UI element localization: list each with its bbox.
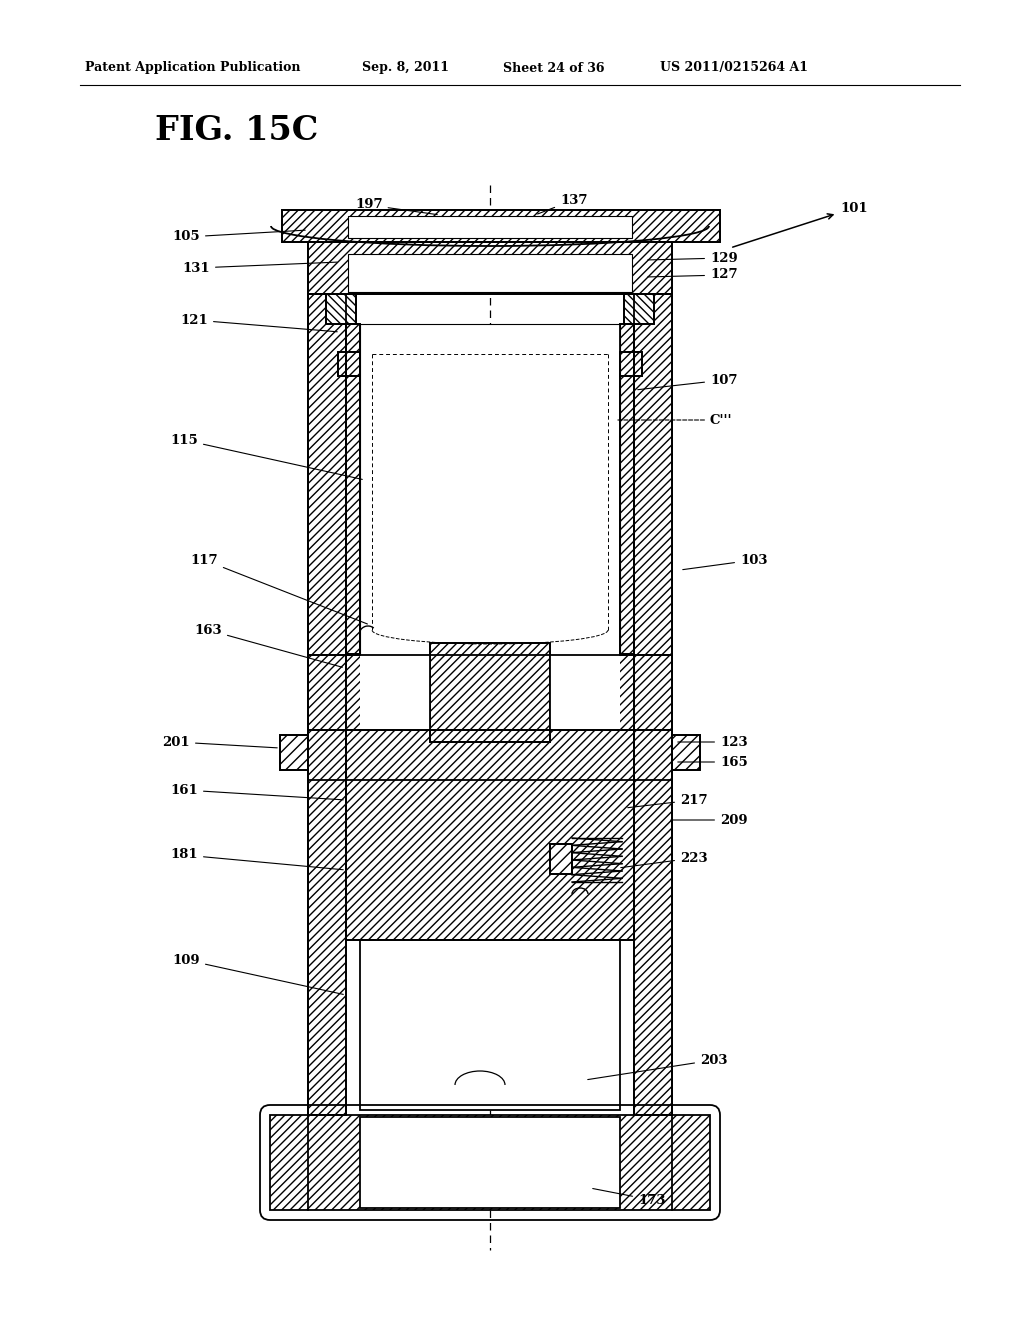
Text: 203: 203: [588, 1053, 727, 1080]
Text: 223: 223: [621, 851, 708, 867]
Text: 209: 209: [671, 813, 748, 826]
Text: 123: 123: [678, 735, 748, 748]
Text: 217: 217: [628, 793, 708, 808]
Bar: [634, 294, 672, 1115]
Bar: [308, 294, 346, 1115]
Bar: [634, 294, 672, 1115]
Bar: [672, 735, 700, 770]
Bar: [308, 655, 672, 730]
Bar: [346, 730, 634, 940]
Text: 197: 197: [355, 198, 437, 215]
Bar: [624, 294, 654, 323]
Bar: [550, 843, 572, 874]
Text: US 2011/0215264 A1: US 2011/0215264 A1: [660, 62, 808, 74]
Bar: [672, 735, 700, 770]
Bar: [326, 294, 356, 323]
Bar: [624, 294, 654, 323]
Bar: [280, 735, 308, 770]
Text: 137: 137: [538, 194, 588, 214]
Bar: [338, 352, 360, 376]
Text: 101: 101: [732, 202, 867, 247]
Text: 163: 163: [195, 623, 342, 667]
Text: Sheet 24 of 36: Sheet 24 of 36: [503, 62, 604, 74]
Text: 115: 115: [170, 433, 362, 479]
Text: 173: 173: [593, 1188, 666, 1206]
Bar: [308, 242, 672, 294]
Bar: [280, 735, 308, 770]
Bar: [620, 352, 642, 376]
Text: 181: 181: [170, 849, 343, 870]
Text: 127: 127: [648, 268, 737, 281]
Text: Sep. 8, 2011: Sep. 8, 2011: [362, 62, 449, 74]
Bar: [360, 940, 620, 1110]
Bar: [430, 643, 550, 742]
Bar: [360, 655, 430, 730]
Bar: [360, 1117, 620, 1208]
Bar: [308, 242, 672, 294]
Bar: [620, 323, 634, 653]
Bar: [624, 294, 654, 323]
Bar: [308, 655, 672, 730]
Bar: [308, 294, 346, 1115]
Bar: [326, 294, 356, 323]
Text: 107: 107: [638, 374, 737, 389]
Text: 103: 103: [683, 553, 768, 570]
Bar: [270, 1115, 710, 1210]
Text: 165: 165: [678, 755, 748, 768]
Bar: [550, 655, 620, 730]
Bar: [280, 735, 308, 770]
Bar: [348, 253, 632, 292]
Text: 105: 105: [172, 230, 305, 243]
Bar: [338, 352, 360, 376]
Bar: [620, 323, 634, 653]
Bar: [634, 294, 672, 1115]
Bar: [672, 735, 700, 770]
Bar: [620, 352, 642, 376]
Text: C''': C''': [617, 413, 732, 426]
Text: Patent Application Publication: Patent Application Publication: [85, 62, 300, 74]
Bar: [282, 210, 720, 242]
Text: 201: 201: [163, 735, 278, 748]
Bar: [430, 643, 550, 742]
Bar: [620, 323, 634, 653]
Text: 131: 131: [182, 261, 337, 275]
Bar: [308, 655, 672, 730]
Bar: [348, 216, 632, 238]
Text: 121: 121: [180, 314, 337, 331]
Text: 117: 117: [190, 553, 368, 624]
Bar: [360, 323, 620, 655]
Bar: [550, 843, 572, 874]
Bar: [346, 323, 360, 653]
Bar: [308, 242, 672, 294]
Bar: [346, 730, 634, 940]
Text: 161: 161: [170, 784, 343, 800]
Bar: [282, 210, 720, 242]
Bar: [326, 294, 356, 323]
Bar: [550, 843, 572, 874]
Bar: [282, 210, 720, 242]
Text: 129: 129: [648, 252, 737, 264]
Bar: [270, 1115, 710, 1210]
Bar: [338, 352, 360, 376]
Text: 109: 109: [172, 953, 343, 994]
Bar: [346, 323, 360, 653]
Text: FIG. 15C: FIG. 15C: [155, 114, 318, 147]
Bar: [620, 352, 642, 376]
Bar: [346, 323, 360, 653]
Bar: [308, 294, 346, 1115]
Bar: [430, 643, 550, 742]
Bar: [346, 730, 634, 940]
